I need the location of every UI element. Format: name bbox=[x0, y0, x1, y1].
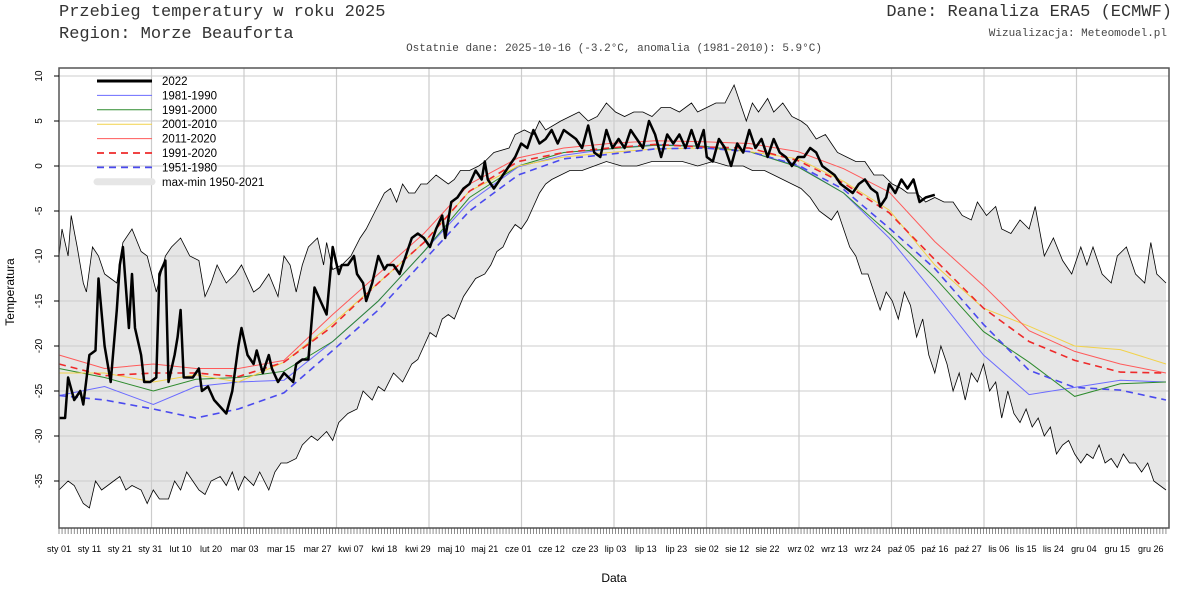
x-tick-label: sty 11 bbox=[78, 544, 101, 554]
range-band-fill bbox=[59, 85, 1166, 508]
y-tick-label: -10 bbox=[34, 248, 45, 263]
series-layer bbox=[58, 119, 1167, 420]
x-tick-label: lut 20 bbox=[200, 544, 222, 554]
legend-label: max-min 1950-2021 bbox=[162, 177, 264, 189]
x-tick-label: cze 12 bbox=[538, 544, 565, 554]
x-tick-label: mar 27 bbox=[303, 544, 331, 554]
x-tick-label: paź 16 bbox=[921, 544, 948, 554]
y-tick-label: -35 bbox=[34, 473, 45, 488]
x-tick-label: sty 01 bbox=[47, 544, 71, 554]
x-tick-label: lis 24 bbox=[1043, 544, 1064, 554]
grid bbox=[59, 68, 1169, 528]
chart-subtitle: Ostatnie dane: 2025-10-16 (-3.2°C, anoma… bbox=[406, 43, 822, 55]
x-axis-label: Data bbox=[601, 571, 627, 585]
y-tick-label: 5 bbox=[34, 118, 45, 124]
legend-label: 2001-2010 bbox=[162, 119, 217, 131]
x-tick-label: sie 02 bbox=[695, 544, 719, 554]
x-tick-label: kwi 07 bbox=[338, 544, 364, 554]
x-tick-label: gru 15 bbox=[1105, 544, 1131, 554]
x-tick-label: kwi 18 bbox=[372, 544, 398, 554]
series-line-1991-2020 bbox=[58, 143, 1167, 378]
x-tick-label: lip 13 bbox=[635, 544, 657, 554]
x-tick-label: gru 04 bbox=[1071, 544, 1097, 554]
plot-frame bbox=[58, 67, 1170, 529]
x-tick-label: lis 06 bbox=[988, 544, 1009, 554]
legend-label: 2011-2020 bbox=[162, 134, 216, 146]
y-tick-label: 0 bbox=[34, 163, 45, 169]
legend-label: 1991-2020 bbox=[162, 148, 217, 160]
range-max-line bbox=[58, 83, 1167, 299]
legend: 2022 1981-1990 1991-2000 2001-2010 2011-2020… bbox=[93, 76, 264, 189]
legend-item: max-min 1950-2021 bbox=[93, 177, 264, 189]
x-tick-label: lut 10 bbox=[170, 544, 192, 554]
y-axis-label: Temperatura bbox=[3, 258, 17, 326]
legend-item: 2022 bbox=[97, 76, 188, 88]
y-tick-label: -15 bbox=[34, 293, 45, 308]
region-label: Region: Morze Beauforta bbox=[59, 25, 294, 44]
legend-label: 1991-2000 bbox=[162, 105, 217, 117]
legend-label: 1951-1980 bbox=[162, 162, 217, 174]
x-tick-label: lip 23 bbox=[666, 544, 688, 554]
x-tick-label: kwi 29 bbox=[405, 544, 431, 554]
x-tick-label: wrz 24 bbox=[854, 544, 882, 554]
legend-label: 1981-1990 bbox=[162, 90, 217, 102]
x-tick-label: wrz 02 bbox=[787, 544, 815, 554]
chart-title: Przebieg temperatury w roku 2025 bbox=[59, 3, 386, 22]
x-tick-label: lip 03 bbox=[605, 544, 627, 554]
x-tick-label: cze 23 bbox=[572, 544, 599, 554]
data-source: Dane: Reanaliza ERA5 (ECMWF) bbox=[886, 3, 1172, 22]
legend-item: 1951-1980 bbox=[97, 162, 217, 174]
x-tick-label: sie 12 bbox=[725, 544, 749, 554]
x-tick-label: sty 21 bbox=[108, 544, 132, 554]
y-tick-label: 10 bbox=[34, 70, 45, 82]
x-tick-label: paź 27 bbox=[955, 544, 982, 554]
range-min-line bbox=[58, 161, 1167, 509]
x-tick-label: mar 03 bbox=[230, 544, 258, 554]
y-tick-label: -20 bbox=[34, 338, 45, 353]
y-tick-label: -5 bbox=[34, 206, 45, 215]
legend-label: 2022 bbox=[162, 76, 188, 88]
range-lines bbox=[58, 83, 1167, 509]
x-tick-label: cze 01 bbox=[505, 544, 532, 554]
x-tick-label: gru 26 bbox=[1138, 544, 1164, 554]
series-line-2011-2020 bbox=[58, 140, 1167, 374]
legend-item: 2001-2010 bbox=[97, 119, 217, 131]
y-tick-label: -25 bbox=[34, 383, 45, 398]
x-tick-label: wrz 13 bbox=[820, 544, 848, 554]
series-line-1991-2000 bbox=[58, 144, 1167, 397]
legend-item: 1991-2020 bbox=[97, 148, 217, 160]
x-tick-label: sty 31 bbox=[138, 544, 162, 554]
range-band bbox=[59, 85, 1166, 508]
x-tick-label: paź 05 bbox=[888, 544, 915, 554]
legend-item: 1981-1990 bbox=[97, 90, 217, 102]
visualization-credit: Wizualizacja: Meteomodel.pl bbox=[988, 28, 1167, 40]
series-line-current bbox=[59, 119, 936, 420]
legend-item: 1991-2000 bbox=[97, 105, 217, 117]
x-tick-label: sie 22 bbox=[756, 544, 780, 554]
x-tick-label: maj 21 bbox=[471, 544, 498, 554]
y-tick-label: -30 bbox=[34, 428, 45, 443]
x-tick-label: lis 15 bbox=[1016, 544, 1037, 554]
series-line-1951-1980 bbox=[58, 147, 1167, 419]
axes: 10 5 0 -5 -10 -15 -20 -25 -30 -35 sty 01 sty 11 sty … bbox=[34, 67, 1170, 554]
x-tick-label: mar 15 bbox=[267, 544, 295, 554]
legend-item: 2011-2020 bbox=[97, 134, 216, 146]
x-tick-label: maj 10 bbox=[438, 544, 465, 554]
